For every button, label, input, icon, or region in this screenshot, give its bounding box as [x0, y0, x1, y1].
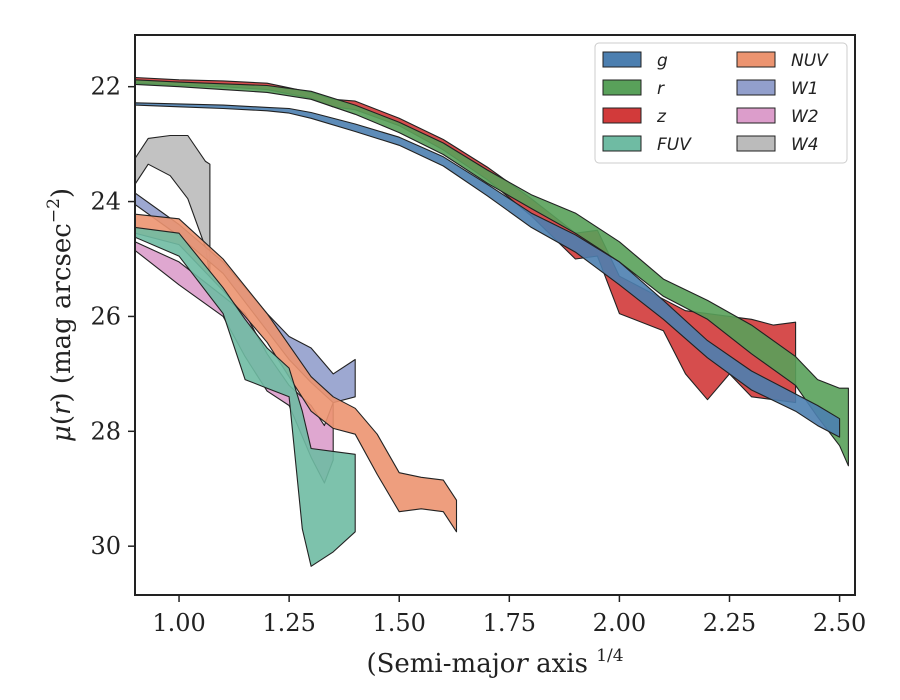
legend-label-g: g — [657, 51, 668, 71]
legend-box — [594, 42, 848, 164]
y-tick-label: 28 — [90, 417, 121, 445]
y-tick-label: 30 — [90, 532, 121, 560]
y-tick-label: 24 — [90, 188, 121, 216]
legend-swatch-g — [602, 51, 642, 68]
legend-label-nuv: NUV — [791, 51, 829, 71]
y-axis-label: μ(r) (mag arcsec−2) — [44, 188, 77, 442]
x-tick-label: 1.50 — [373, 609, 426, 637]
x-tick-label: 1.75 — [483, 609, 536, 637]
legend-swatch-z — [602, 107, 642, 124]
legend-label-w4: W4 — [791, 135, 819, 155]
band-r — [135, 79, 849, 467]
x-tick-label: 2.50 — [813, 609, 866, 637]
band-g — [135, 102, 841, 438]
legend: grz FUV NUV W1 W2 W4 — [594, 42, 848, 164]
legend-swatch-w2 — [736, 107, 776, 124]
x-tick-label: 2.00 — [593, 609, 646, 637]
legend-swatch-w1 — [736, 79, 776, 96]
legend-label-w2: W2 — [791, 107, 819, 127]
band-nuv — [135, 213, 458, 533]
x-tick-label: 2.25 — [703, 609, 756, 637]
legend-swatch-w4 — [736, 135, 776, 152]
y-tick-label: 22 — [90, 73, 121, 101]
y-tick-label: 26 — [90, 302, 121, 330]
profile-bands — [135, 76, 849, 567]
x-tick-label: 1.00 — [152, 609, 205, 637]
legend-label-z: z — [656, 107, 667, 127]
legend-swatch-fuv — [602, 135, 642, 152]
band-fuv — [135, 226, 356, 567]
legend-label-fuv: FUV — [657, 135, 692, 155]
plot-frame — [134, 34, 856, 596]
y-axis: 22 24 26 28 30 — [90, 73, 135, 560]
legend-swatch-r — [602, 79, 642, 96]
legend-label-w1: W1 — [791, 79, 819, 99]
legend-label-r: r — [657, 79, 665, 99]
x-axis-label: (Semi-major axis 1/4 — [366, 646, 623, 679]
legend-swatch-nuv — [736, 51, 776, 68]
x-tick-label: 1.25 — [262, 609, 315, 637]
x-axis: 1.00 1.25 1.50 1.75 2.00 2.25 2.50 — [152, 595, 866, 637]
